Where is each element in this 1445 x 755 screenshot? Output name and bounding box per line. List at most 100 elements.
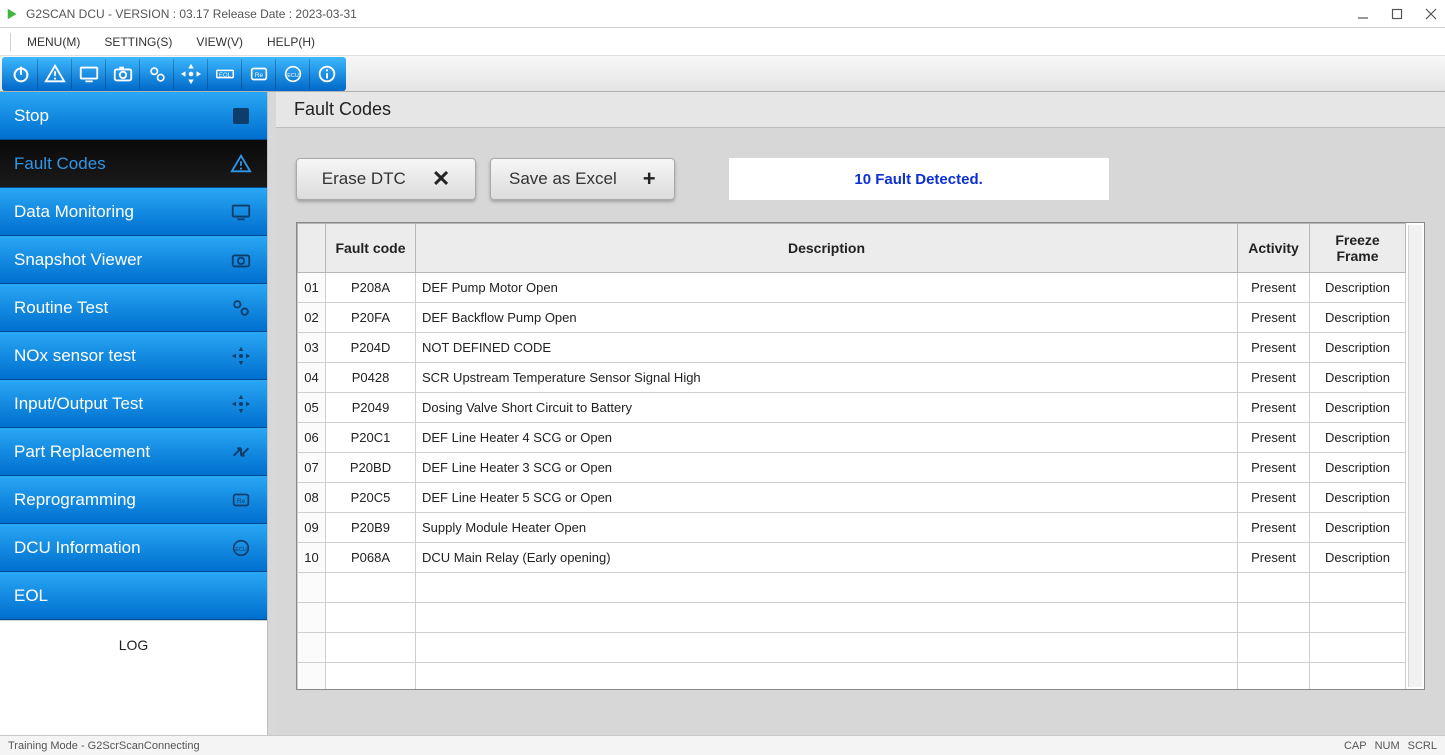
table-row[interactable]: 06P20C1DEF Line Heater 4 SCG or OpenPres… <box>298 423 1406 453</box>
toolbar-arrows-button[interactable] <box>174 59 208 89</box>
menu-item-help[interactable]: HELP(H) <box>255 28 327 55</box>
cell-index: 01 <box>298 273 326 303</box>
cell-code: P068A <box>326 543 416 573</box>
sidebar-item-stop[interactable]: Stop <box>0 92 267 140</box>
toolbar: EOL Re ECU <box>0 56 1445 92</box>
cell-freeze-frame[interactable]: Description <box>1310 393 1406 423</box>
cell-code: P20B9 <box>326 513 416 543</box>
col-index <box>298 224 326 273</box>
toolbar-info-button[interactable] <box>310 59 344 89</box>
cell-description: NOT DEFINED CODE <box>416 333 1238 363</box>
col-activity[interactable]: Activity <box>1238 224 1310 273</box>
svg-text:Re: Re <box>254 71 263 78</box>
sidebar-item-reprogramming[interactable]: Reprogramming Re <box>0 476 267 524</box>
table-row-empty <box>298 633 1406 663</box>
menubar: MENU(M) SETTING(S) VIEW(V) HELP(H) <box>0 28 1445 56</box>
cell-index: 09 <box>298 513 326 543</box>
cell-freeze-frame[interactable]: Description <box>1310 273 1406 303</box>
cell-freeze-frame[interactable]: Description <box>1310 423 1406 453</box>
table-row[interactable]: 10P068ADCU Main Relay (Early opening)Pre… <box>298 543 1406 573</box>
save-excel-button[interactable]: Save as Excel + <box>490 158 675 200</box>
sidebar-item-label: NOx sensor test <box>14 346 136 366</box>
toolbar-monitor-button[interactable] <box>72 59 106 89</box>
cell-freeze-frame[interactable]: Description <box>1310 543 1406 573</box>
statusbar-num: NUM <box>1375 740 1400 752</box>
table-row[interactable]: 01P208ADEF Pump Motor OpenPresentDescrip… <box>298 273 1406 303</box>
cell-code: P20FA <box>326 303 416 333</box>
svg-text:ECU: ECU <box>287 72 299 78</box>
cell-freeze-frame[interactable]: Description <box>1310 333 1406 363</box>
dtc-table-wrap: Fault code Description Activity Freeze F… <box>296 222 1425 690</box>
sidebar-item-dcu-information[interactable]: DCU Information ECU <box>0 524 267 572</box>
menu-item-setting[interactable]: SETTING(S) <box>92 28 184 55</box>
cell-freeze-frame[interactable]: Description <box>1310 513 1406 543</box>
sidebar-item-nox-sensor-test[interactable]: NOx sensor test <box>0 332 267 380</box>
cell-freeze-frame[interactable]: Description <box>1310 483 1406 513</box>
gears-icon <box>229 296 253 320</box>
col-description[interactable]: Description <box>416 224 1238 273</box>
sidebar-item-data-monitoring[interactable]: Data Monitoring <box>0 188 267 236</box>
sidebar-item-fault-codes[interactable]: Fault Codes <box>0 140 267 188</box>
save-excel-label: Save as Excel <box>509 169 617 189</box>
sidebar-item-eol[interactable]: EOL <box>0 572 267 620</box>
svg-text:EOL: EOL <box>219 72 232 78</box>
cell-activity: Present <box>1238 333 1310 363</box>
toolbar-ecu-button[interactable]: ECU <box>276 59 310 89</box>
arrows-icon <box>229 392 253 416</box>
cell-activity: Present <box>1238 273 1310 303</box>
window-titlebar: G2SCAN DCU - VERSION : 03.17 Release Dat… <box>0 0 1445 28</box>
swap-icon <box>229 440 253 464</box>
table-row[interactable]: 09P20B9Supply Module Heater OpenPresentD… <box>298 513 1406 543</box>
erase-dtc-label: Erase DTC <box>322 169 406 189</box>
toolbar-gears-button[interactable] <box>140 59 174 89</box>
toolbar-power-button[interactable] <box>4 59 38 89</box>
window-close-button[interactable] <box>1423 6 1439 22</box>
table-row[interactable]: 03P204DNOT DEFINED CODEPresentDescriptio… <box>298 333 1406 363</box>
toolbar-camera-button[interactable] <box>106 59 140 89</box>
cell-freeze-frame[interactable]: Description <box>1310 303 1406 333</box>
cell-code: P20C5 <box>326 483 416 513</box>
sidebar-scrollbar[interactable] <box>268 92 276 735</box>
table-row[interactable]: 07P20BDDEF Line Heater 3 SCG or OpenPres… <box>298 453 1406 483</box>
cell-freeze-frame[interactable]: Description <box>1310 453 1406 483</box>
window-maximize-button[interactable] <box>1389 6 1405 22</box>
sidebar-spacer <box>0 668 267 735</box>
statusbar-cap: CAP <box>1344 740 1367 752</box>
table-row[interactable]: 02P20FADEF Backflow Pump OpenPresentDesc… <box>298 303 1406 333</box>
cell-index: 05 <box>298 393 326 423</box>
table-row[interactable]: 08P20C5DEF Line Heater 5 SCG or OpenPres… <box>298 483 1406 513</box>
camera-icon <box>229 248 253 272</box>
sidebar-item-label: EOL <box>14 586 48 606</box>
toolbar-warning-button[interactable] <box>38 59 72 89</box>
table-row[interactable]: 04P0428SCR Upstream Temperature Sensor S… <box>298 363 1406 393</box>
col-freeze-frame[interactable]: Freeze Frame <box>1310 224 1406 273</box>
menu-item-view[interactable]: VIEW(V) <box>184 28 255 55</box>
sidebar-log-button[interactable]: LOG <box>0 620 267 668</box>
cell-description: DEF Line Heater 5 SCG or Open <box>416 483 1238 513</box>
svg-text:Re: Re <box>237 497 246 504</box>
toolbar-eol-button[interactable]: EOL <box>208 59 242 89</box>
cell-activity: Present <box>1238 303 1310 333</box>
toolbar-re-button[interactable]: Re <box>242 59 276 89</box>
cell-description: DEF Line Heater 3 SCG or Open <box>416 453 1238 483</box>
cell-index: 04 <box>298 363 326 393</box>
sidebar-item-routine-test[interactable]: Routine Test <box>0 284 267 332</box>
cell-description: SCR Upstream Temperature Sensor Signal H… <box>416 363 1238 393</box>
window-minimize-button[interactable] <box>1355 6 1371 22</box>
sidebar-item-io-test[interactable]: Input/Output Test <box>0 380 267 428</box>
ecu-icon: ECU <box>229 536 253 560</box>
sidebar-item-label: Fault Codes <box>14 154 106 174</box>
erase-dtc-button[interactable]: Erase DTC ✕ <box>296 158 476 200</box>
sidebar-item-snapshot-viewer[interactable]: Snapshot Viewer <box>0 236 267 284</box>
table-scrollbar[interactable] <box>1408 225 1422 687</box>
sidebar-item-part-replacement[interactable]: Part Replacement <box>0 428 267 476</box>
action-row: Erase DTC ✕ Save as Excel + 10 Fault Det… <box>296 158 1439 200</box>
statusbar-left: Training Mode - G2ScrScanConnecting <box>8 740 200 752</box>
menu-item-menu[interactable]: MENU(M) <box>15 28 92 55</box>
cell-freeze-frame[interactable]: Description <box>1310 363 1406 393</box>
table-row[interactable]: 05P2049Dosing Valve Short Circuit to Bat… <box>298 393 1406 423</box>
stop-icon <box>229 104 253 128</box>
sidebar-item-label: Data Monitoring <box>14 202 134 222</box>
col-fault-code[interactable]: Fault code <box>326 224 416 273</box>
close-icon: ✕ <box>432 166 450 192</box>
